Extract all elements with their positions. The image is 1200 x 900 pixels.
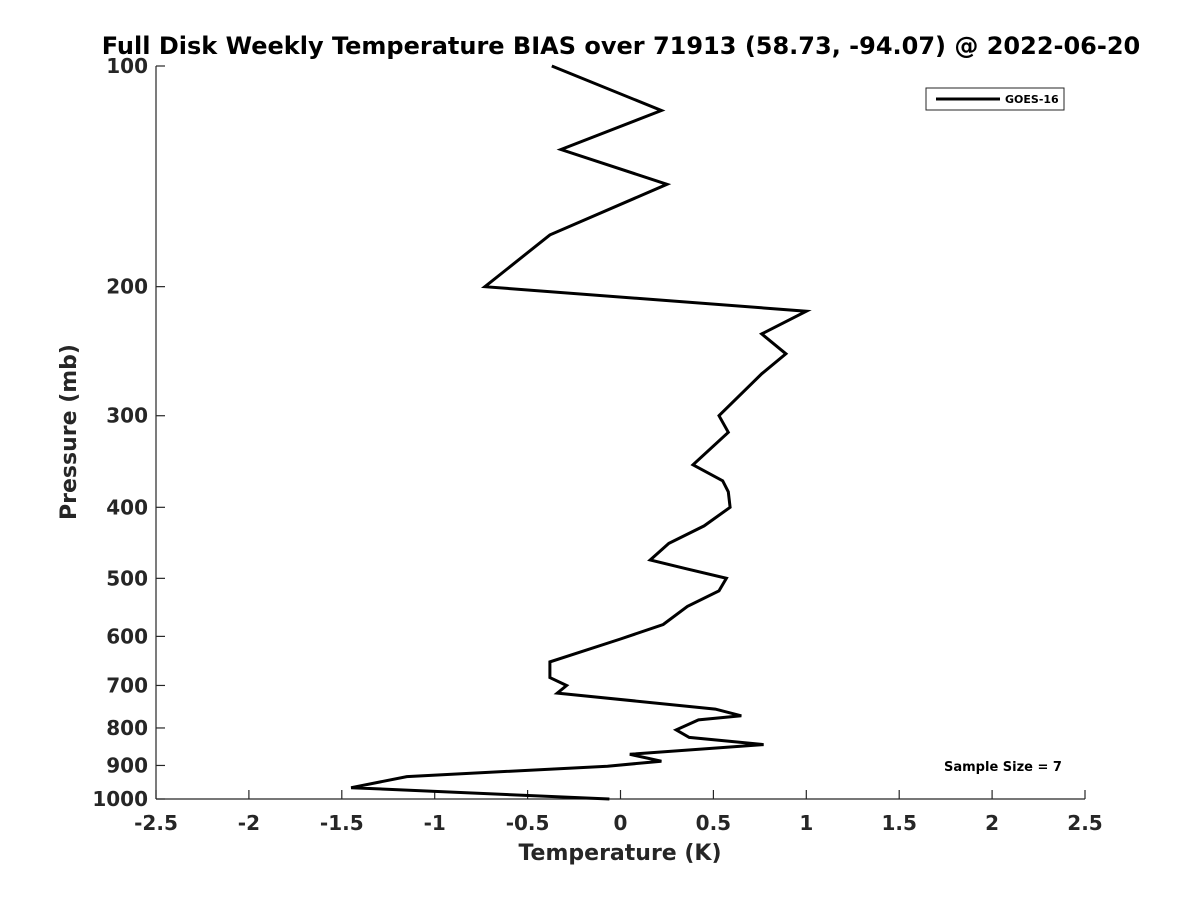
y-tick-label: 700: [106, 673, 148, 697]
x-tick-label: -2: [238, 811, 260, 835]
sample-size-annotation: Sample Size = 7: [944, 760, 1062, 775]
x-tick-label: -1: [424, 811, 446, 835]
x-tick-label: -1.5: [320, 811, 364, 835]
y-tick-label: 100: [106, 54, 148, 78]
y-tick-label: 1000: [92, 787, 148, 811]
x-tick-label: 0.5: [696, 811, 731, 835]
x-tick-label: 1: [799, 811, 813, 835]
y-tick-label: 600: [106, 624, 148, 648]
x-tick-label: -0.5: [506, 811, 550, 835]
x-tick-label: -2.5: [134, 811, 178, 835]
y-tick-label: 300: [106, 404, 148, 428]
x-tick-label: 2: [985, 811, 999, 835]
y-tick-label: 500: [106, 566, 148, 590]
y-axis-label: Pressure (mb): [57, 344, 82, 520]
x-tick-label: 0: [614, 811, 628, 835]
y-tick-label: 200: [106, 275, 148, 299]
series-layer: [350, 64, 812, 801]
series-line-goes-16: [350, 64, 812, 801]
y-tick-label: 800: [106, 716, 148, 740]
plot-area: [156, 66, 1085, 799]
x-tick-label: 2.5: [1067, 811, 1102, 835]
y-tick-label: 400: [106, 495, 148, 519]
x-axis-label: Temperature (K): [518, 841, 721, 866]
y-tick-label: 900: [106, 753, 148, 777]
legend-label-goes-16: GOES-16: [1005, 93, 1059, 106]
chart-title: Full Disk Weekly Temperature BIAS over 7…: [102, 32, 1141, 60]
y-axis-ticks: 100 200 300 400 500 600 700 800 900 1000: [92, 54, 165, 811]
x-tick-label: 1.5: [881, 811, 916, 835]
legend: GOES-16: [925, 87, 1065, 111]
x-axis-ticks: -2.5 -2 -1.5 -1 -0.5 0 0.5 1 1.5 2 2.5: [134, 790, 1103, 835]
